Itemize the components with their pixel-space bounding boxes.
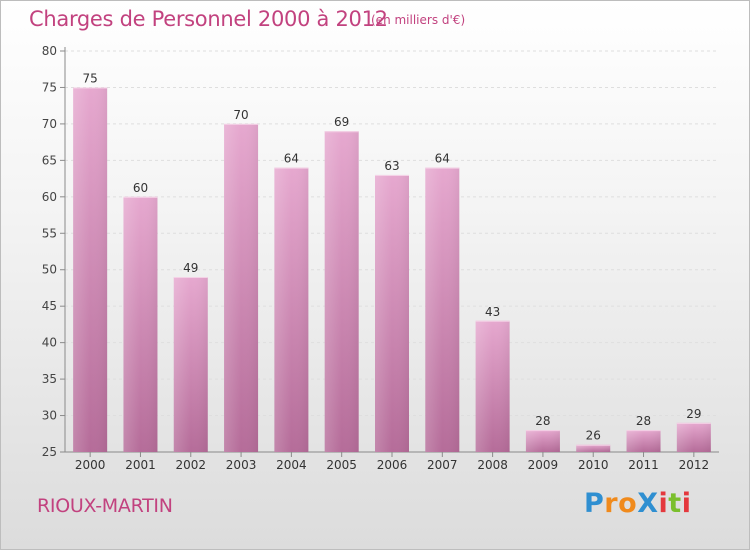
data-label: 28 bbox=[535, 414, 550, 428]
y-tick-label: 30 bbox=[42, 409, 57, 423]
data-label: 43 bbox=[485, 305, 500, 319]
bar-shade bbox=[576, 444, 611, 452]
y-tick-label: 80 bbox=[42, 44, 57, 58]
y-tick-label: 50 bbox=[42, 263, 57, 277]
y-tick-label: 55 bbox=[42, 226, 57, 240]
x-tick-label: 2000 bbox=[75, 458, 106, 472]
x-tick-label: 2003 bbox=[226, 458, 257, 472]
axes: 25 30 35 40 45 50 55 60 65 70 75 80 2000 2001 2002 2003… bbox=[42, 44, 719, 472]
logo-letter: i bbox=[658, 488, 669, 519]
y-tick-label: 25 bbox=[42, 445, 57, 459]
bar-shade bbox=[224, 123, 259, 452]
x-tick-label: 2009 bbox=[528, 458, 559, 472]
y-tick-label: 70 bbox=[42, 117, 57, 131]
logo-letter: P bbox=[584, 488, 605, 519]
data-label: 63 bbox=[384, 159, 399, 173]
x-tick-label: 2011 bbox=[628, 458, 659, 472]
value-labels: 75 60 49 70 64 69 63 64 43 28 26 28 29 bbox=[83, 71, 702, 442]
x-tick-label: 2005 bbox=[326, 458, 357, 472]
x-tick-label: 2004 bbox=[276, 458, 307, 472]
data-label: 69 bbox=[334, 115, 349, 129]
y-tick-label: 65 bbox=[42, 153, 57, 167]
x-tick-label: 2001 bbox=[125, 458, 156, 472]
chart-title: Charges de Personnel 2000 à 2012 bbox=[29, 7, 388, 31]
commune-name: RIOUX-MARTIN bbox=[37, 495, 173, 517]
y-tick-label: 60 bbox=[42, 190, 57, 204]
proxiti-logo: ProXiti bbox=[584, 488, 691, 519]
data-label: 29 bbox=[686, 407, 701, 421]
y-tick-label: 40 bbox=[42, 336, 57, 350]
bar-shade bbox=[475, 320, 510, 452]
bar-shade bbox=[274, 167, 309, 452]
x-tick-label: 2006 bbox=[377, 458, 408, 472]
data-label: 75 bbox=[83, 71, 98, 85]
logo-letter: r bbox=[604, 488, 619, 519]
bar-shade bbox=[676, 422, 711, 452]
x-tick-label: 2008 bbox=[477, 458, 508, 472]
data-label: 64 bbox=[435, 152, 450, 166]
bar-shade bbox=[425, 167, 460, 452]
bar-shade bbox=[173, 277, 208, 452]
x-tick-label: 2012 bbox=[679, 458, 710, 472]
bar-shade bbox=[73, 87, 108, 453]
data-label: 26 bbox=[586, 429, 601, 443]
bar-shade bbox=[324, 131, 359, 452]
chart-unit-note: (en milliers d'€) bbox=[371, 13, 466, 27]
x-tick-label: 2010 bbox=[578, 458, 609, 472]
logo-letter: t bbox=[668, 488, 682, 519]
logo-letter: o bbox=[618, 488, 638, 519]
data-label: 60 bbox=[133, 181, 148, 195]
data-label: 64 bbox=[284, 152, 299, 166]
x-tick-label: 2002 bbox=[175, 458, 206, 472]
data-label: 70 bbox=[233, 108, 248, 122]
data-label: 28 bbox=[636, 414, 651, 428]
bar-shade bbox=[525, 430, 560, 452]
y-tick-label: 45 bbox=[42, 299, 57, 313]
y-tick-label: 35 bbox=[42, 372, 57, 386]
logo-letter: i bbox=[681, 488, 692, 519]
bar-shade bbox=[375, 174, 409, 453]
logo-letter: X bbox=[637, 488, 659, 519]
y-tick-label: 75 bbox=[42, 80, 57, 94]
bar-shade bbox=[626, 430, 661, 452]
bars bbox=[73, 87, 711, 453]
x-tick-label: 2007 bbox=[427, 458, 458, 472]
bar-shade bbox=[123, 196, 158, 452]
data-label: 49 bbox=[183, 261, 198, 275]
